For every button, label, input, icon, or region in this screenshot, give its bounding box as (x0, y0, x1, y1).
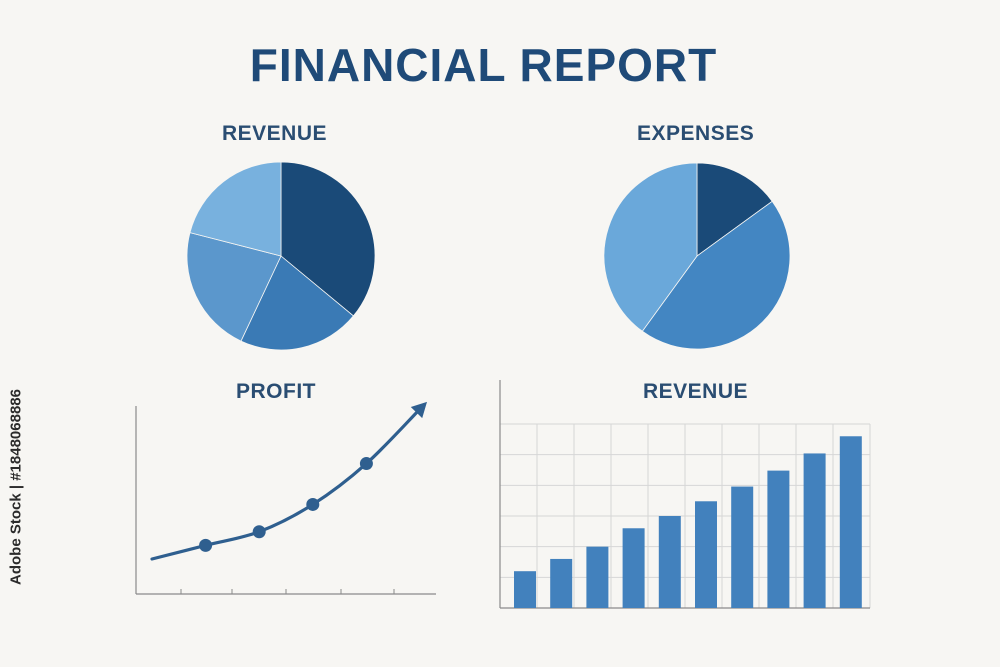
revenue-bar-8 (767, 470, 790, 608)
revenue-bar-9 (803, 453, 826, 608)
report-title: FINANCIAL REPORT (249, 39, 718, 91)
expenses-pie (603, 162, 791, 350)
revenue-bar-4 (622, 528, 645, 608)
revenue-bar-2 (550, 558, 573, 608)
profit-point-4 (306, 497, 320, 511)
revenue-bar-5 (658, 516, 681, 608)
profit-line-chart (135, 401, 436, 595)
profit-point-5 (359, 457, 373, 471)
expenses-pie-slice-3 (603, 162, 698, 332)
profit-line (150, 407, 422, 561)
revenue-bar-6 (695, 501, 717, 608)
revenue-bar-7 (731, 486, 754, 608)
profit-point-2 (199, 538, 213, 552)
revenue-bar-3 (586, 546, 609, 608)
revenue-pie-title: REVENUE (222, 122, 328, 145)
expenses-pie-slice-2 (641, 200, 791, 350)
expenses-pie-title: EXPENSES (637, 122, 755, 145)
expenses-pie-slice-1 (696, 162, 773, 257)
revenue-pie-slice-2 (240, 255, 354, 351)
revenue-pie-slice-1 (280, 161, 376, 317)
revenue-bar-title: REVENUE (643, 380, 749, 403)
revenue-bar-chart (499, 380, 871, 609)
revenue-pie (186, 161, 376, 351)
profit-chart-title: PROFIT (236, 380, 316, 403)
profit-point-3 (252, 525, 266, 539)
revenue-pie-slice-3 (186, 232, 282, 342)
revenue-bar-10 (839, 436, 862, 608)
revenue-bar-1 (514, 571, 536, 608)
revenue-pie-slice-4 (189, 161, 282, 257)
profit-arrow-head (410, 401, 428, 419)
